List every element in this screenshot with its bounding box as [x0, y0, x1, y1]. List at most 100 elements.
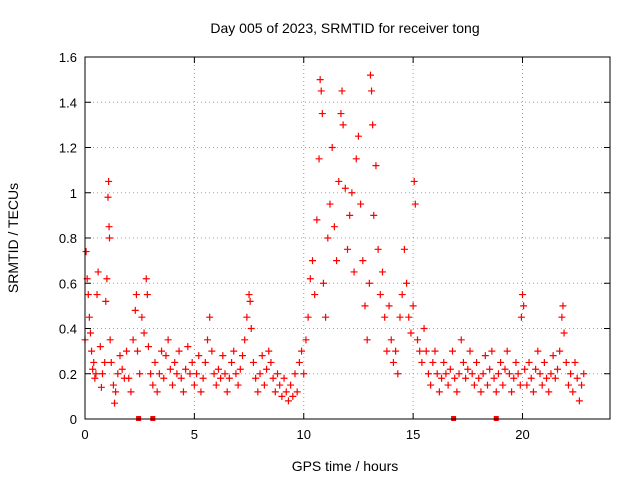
data-point: [383, 347, 391, 355]
data-point: [97, 383, 105, 391]
data-point: [416, 347, 424, 355]
data-point: [422, 347, 430, 355]
data-point: [405, 313, 413, 321]
x-tick-label: 15: [406, 427, 420, 442]
data-point: [169, 381, 176, 389]
data-point: [260, 381, 268, 389]
data-point: [190, 381, 198, 389]
data-point: [254, 388, 262, 396]
data-point: [131, 306, 139, 314]
data-point: [173, 370, 181, 378]
data-point: [488, 347, 496, 355]
data-point: [164, 336, 172, 344]
data-point: [396, 313, 404, 321]
data-point: [188, 358, 196, 366]
data-point: [206, 313, 214, 321]
data-point: [138, 313, 146, 321]
data-point: [282, 388, 290, 396]
data-point: [519, 291, 526, 299]
data-point: [516, 381, 524, 389]
data-point: [392, 347, 400, 355]
data-point: [118, 365, 126, 373]
data-point: [453, 388, 461, 396]
data-point: [410, 177, 418, 185]
grid: [85, 57, 610, 419]
x-axis-label: GPS time / hours: [292, 458, 399, 474]
data-point: [571, 358, 579, 366]
data-point: [521, 365, 529, 373]
data-point: [123, 347, 131, 355]
data-point: [104, 193, 112, 201]
data-point: [407, 329, 415, 337]
data-point: [330, 223, 338, 231]
data-point: [446, 365, 454, 373]
data-point: [324, 234, 332, 242]
data-point: [214, 365, 222, 373]
data-point: [381, 313, 389, 321]
data-point: [155, 370, 163, 378]
data-point: [132, 291, 140, 299]
data-point: [295, 358, 303, 366]
data-point: [427, 381, 435, 389]
y-tick-label: 0: [70, 412, 77, 427]
data-point: [256, 370, 264, 378]
data-point: [361, 302, 369, 310]
data-point: [102, 297, 110, 305]
x-tick-label: 0: [81, 427, 88, 442]
data-point: [575, 397, 583, 405]
data-point: [344, 245, 351, 253]
data-point: [547, 370, 555, 378]
data-point: [313, 216, 321, 224]
data-point: [90, 358, 98, 366]
data-point: [239, 352, 246, 360]
data-point: [442, 370, 450, 378]
data-point: [532, 365, 540, 373]
data-point: [278, 392, 286, 400]
data-point: [269, 374, 277, 382]
data-point: [444, 381, 452, 389]
data-point: [394, 370, 402, 378]
data-point: [318, 110, 326, 118]
y-tick-label: 1.2: [59, 141, 77, 156]
data-point: [543, 374, 551, 382]
data-point: [105, 177, 113, 185]
data-point: [499, 381, 507, 389]
data-point: [540, 358, 548, 366]
data-point: [106, 336, 114, 344]
data-point: [420, 325, 428, 332]
data-point: [293, 388, 301, 396]
data-point: [520, 302, 528, 310]
data-point: [93, 291, 101, 299]
data-point: [153, 388, 161, 396]
data-point: [341, 184, 349, 192]
data-point: [197, 388, 205, 396]
data-point: [195, 352, 203, 360]
data-point: [545, 388, 553, 396]
data-point: [223, 388, 231, 396]
data-point: [322, 313, 330, 321]
data-point: [475, 374, 483, 382]
y-axis-label: SRMTID / TECUs: [5, 183, 21, 293]
data-point: [232, 370, 240, 378]
data-point: [433, 370, 441, 378]
data-point: [368, 87, 376, 95]
data-point: [199, 374, 207, 382]
data-point: [337, 110, 345, 118]
data-point: [494, 370, 502, 378]
data-point: [129, 336, 137, 344]
data-point: [302, 336, 310, 344]
data-point: [177, 374, 185, 382]
data-point: [449, 347, 456, 355]
data-point: [171, 358, 179, 366]
data-point: [193, 370, 201, 378]
data-point: [103, 275, 111, 283]
data-point: [414, 336, 421, 344]
data-point: [429, 358, 437, 366]
data-point: [143, 291, 151, 299]
data-point: [287, 381, 295, 389]
data-point: [551, 374, 559, 382]
data-point: [534, 347, 542, 355]
data-point: [492, 388, 500, 396]
data-point: [470, 381, 478, 389]
data-point: [236, 365, 244, 373]
